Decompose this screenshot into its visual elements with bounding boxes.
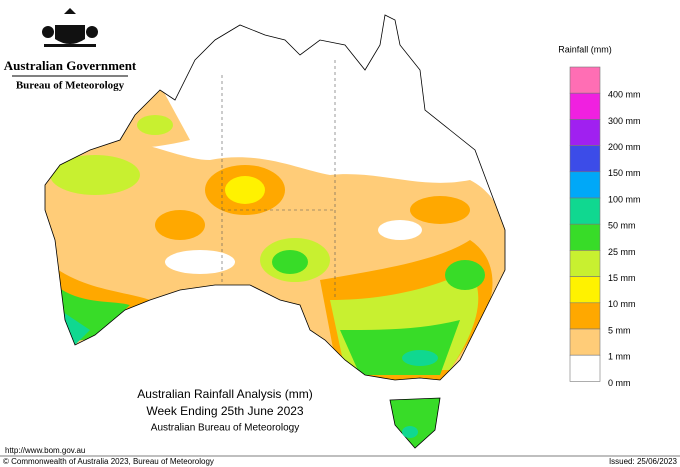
legend-swatch <box>569 302 601 330</box>
legend-title: Rainfall (mm) <box>558 44 612 54</box>
legend-swatch <box>569 223 601 251</box>
legend: 400 mm 300 mm 200 mm 150 mm 100 mm 50 mm 25 mm… <box>569 66 641 388</box>
legend-swatch <box>569 276 601 304</box>
caption-line: Australian Bureau of Meteorology <box>151 423 299 434</box>
legend-swatch <box>569 171 601 199</box>
legend-swatch <box>569 66 601 94</box>
legend-swatch <box>569 92 601 120</box>
legend-label: 5 mm <box>608 325 631 335</box>
legend-swatch <box>569 197 601 225</box>
legend-swatch <box>569 328 601 356</box>
legend-label: 50 mm <box>608 221 636 231</box>
agency-name: Bureau of Meteorology <box>16 80 125 92</box>
footer-issued: Issued: 25/06/2023 <box>609 457 678 466</box>
government-name: Australian Government <box>4 58 137 73</box>
caption-line: Australian Rainfall Analysis (mm) <box>137 387 312 401</box>
caption-line: Week Ending 25th June 2023 <box>146 404 304 418</box>
legend-swatch <box>569 354 601 382</box>
legend-label: 200 mm <box>608 142 641 152</box>
legend-swatch <box>569 250 601 277</box>
legend-label: 400 mm <box>608 90 641 100</box>
legend-label: 10 mm <box>608 299 636 309</box>
footer-copyright: © Commonwealth of Australia 2023, Bureau… <box>3 457 214 466</box>
legend-swatch <box>569 145 601 173</box>
crest <box>42 8 98 47</box>
legend-label: 150 mm <box>608 168 641 178</box>
legend-label: 1 mm <box>608 352 631 362</box>
legend-label: 25 mm <box>608 247 636 257</box>
legend-label: 300 mm <box>608 116 641 126</box>
legend-label: 100 mm <box>608 194 641 204</box>
footer-url: http://www.bom.gov.au <box>5 446 85 455</box>
legend-label: 0 mm <box>608 378 631 388</box>
legend-label: 15 mm <box>608 273 636 283</box>
legend-swatch <box>569 119 601 146</box>
